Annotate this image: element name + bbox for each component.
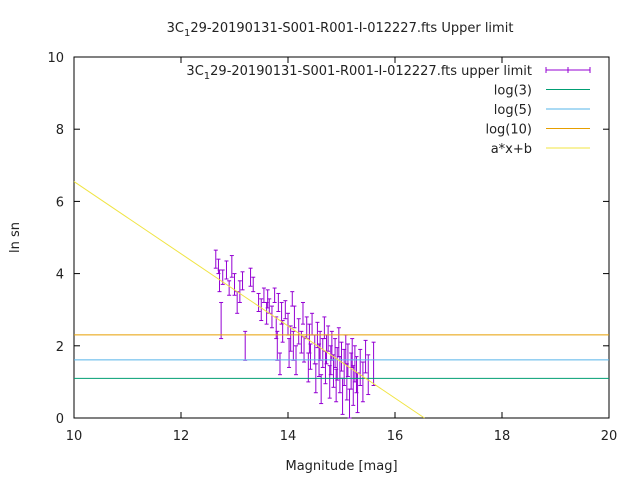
- data-point: [243, 330, 248, 361]
- y-tick-label: 8: [56, 123, 64, 138]
- y-tick-label: 6: [56, 195, 64, 210]
- data-point: [288, 325, 293, 352]
- legend-label: log(5): [494, 103, 532, 118]
- legend-entry: log(5): [494, 103, 590, 118]
- legend-label: log(10): [485, 123, 532, 138]
- data-point: [296, 318, 301, 345]
- x-tick-label: 14: [280, 429, 297, 444]
- data-point: [292, 305, 297, 329]
- data-point: [333, 338, 338, 368]
- data-point: [237, 280, 242, 303]
- data-point: [286, 312, 290, 336]
- plot-frame: [73, 56, 610, 419]
- y-tick-label: 2: [56, 340, 64, 355]
- data-point: [240, 271, 245, 291]
- data-point: [363, 339, 368, 374]
- plot-area: [73, 181, 609, 419]
- data-point: [251, 276, 256, 293]
- legend: 3C129-20190131-S001-R001-I-012227.fts up…: [186, 64, 591, 157]
- data-point: [232, 273, 237, 296]
- data-point: [302, 336, 307, 363]
- fit-line: [73, 181, 425, 419]
- data-point: [360, 361, 365, 403]
- data-point: [339, 341, 344, 372]
- y-tick-label: 4: [56, 268, 64, 283]
- legend-entry: 3C129-20190131-S001-R001-I-012227.fts up…: [186, 64, 591, 82]
- data-point: [308, 343, 313, 370]
- legend-entry: a*x+b: [491, 142, 590, 157]
- data-point: [371, 341, 376, 387]
- y-axis-label: ln sn: [8, 222, 23, 253]
- data-point: [366, 354, 371, 396]
- data-point: [276, 292, 281, 313]
- data-point: [283, 300, 288, 320]
- data-point: [261, 287, 266, 303]
- axis-ticks: [73, 56, 610, 419]
- x-tick-label: 10: [66, 429, 83, 444]
- x-axis-label: Magnitude [mag]: [285, 459, 397, 474]
- chart-title-text: 3C129-20190131-S001-R001-I-012227.fts Up…: [167, 21, 514, 39]
- data-point: [306, 352, 311, 383]
- data-point: [259, 298, 264, 322]
- legend-label: log(3): [494, 84, 532, 99]
- data-point: [219, 301, 224, 340]
- data-point: [300, 301, 305, 325]
- x-tick-labels: 10 12 14 16 18 20: [66, 429, 618, 444]
- data-point: [326, 325, 331, 352]
- y-tick-labels: 0 2 4 6 8 10: [47, 51, 64, 427]
- x-tick-label: 12: [173, 429, 190, 444]
- y-tick-label: 0: [56, 412, 64, 427]
- data-point: [256, 292, 261, 313]
- data-point: [280, 320, 285, 343]
- data-point: [224, 260, 229, 280]
- x-tick-label: 20: [601, 429, 618, 444]
- legend-label: a*x+b: [491, 142, 532, 157]
- legend-label: 3C129-20190131-S001-R001-I-012227.fts up…: [186, 64, 532, 82]
- data-point: [213, 249, 218, 269]
- data-point: [358, 348, 363, 387]
- data-point: [229, 255, 234, 278]
- data-point: [277, 352, 282, 376]
- data-point: [269, 305, 274, 329]
- legend-entry: log(3): [494, 84, 590, 99]
- data-point: [248, 267, 253, 287]
- x-tick-label: 16: [387, 429, 404, 444]
- data-point: [290, 291, 295, 307]
- data-point: [227, 280, 232, 296]
- chart-title: 3C129-20190131-S001-R001-I-012227.fts Up…: [167, 21, 514, 39]
- x-tick-label: 18: [494, 429, 511, 444]
- data-point: [319, 374, 324, 405]
- data-point: [272, 287, 277, 303]
- legend-entry: log(10): [485, 123, 590, 138]
- y-tick-label: 10: [47, 51, 64, 66]
- data-point: [320, 338, 325, 368]
- data-point: [347, 388, 352, 419]
